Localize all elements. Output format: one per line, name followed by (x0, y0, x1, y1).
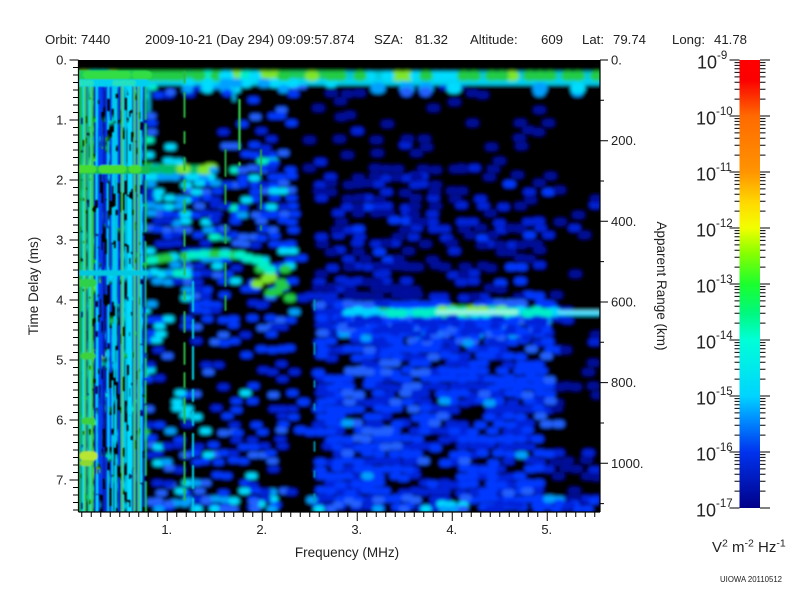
svg-text:10: 10 (696, 109, 716, 129)
svg-text:7.: 7. (56, 473, 67, 488)
svg-text:5.: 5. (541, 522, 552, 537)
svg-text:4.: 4. (446, 522, 457, 537)
svg-text:-12: -12 (716, 218, 733, 230)
svg-text:-11: -11 (716, 162, 732, 174)
svg-text:10: 10 (696, 501, 716, 521)
svg-text:10: 10 (696, 165, 716, 185)
svg-text:10: 10 (696, 333, 716, 353)
svg-text:0.: 0. (611, 53, 622, 68)
svg-text:4.: 4. (56, 293, 67, 308)
svg-text:800.: 800. (611, 375, 636, 390)
svg-text:5.: 5. (56, 353, 67, 368)
svg-text:-9: -9 (717, 50, 727, 62)
svg-text:6.: 6. (56, 413, 67, 428)
svg-text:10: 10 (696, 221, 716, 241)
svg-text:UIOWA 20110512: UIOWA 20110512 (720, 575, 782, 584)
svg-text:10: 10 (696, 277, 716, 297)
svg-text:Time Delay (ms): Time Delay (ms) (26, 237, 41, 336)
svg-text:-13: -13 (716, 274, 733, 286)
svg-text:2.: 2. (56, 173, 67, 188)
svg-text:3.: 3. (56, 233, 67, 248)
svg-text:10: 10 (696, 445, 716, 465)
svg-text:1.: 1. (161, 522, 172, 537)
svg-text:-17: -17 (716, 498, 733, 510)
svg-text:3.: 3. (351, 522, 362, 537)
svg-text:V2 m-2 Hz-1: V2 m-2 Hz-1 (712, 538, 786, 557)
svg-text:1000.: 1000. (611, 456, 644, 471)
svg-text:1.: 1. (56, 113, 67, 128)
svg-text:Apparent Range (km): Apparent Range (km) (654, 221, 669, 350)
svg-text:200.: 200. (611, 133, 636, 148)
svg-text:400.: 400. (611, 214, 636, 229)
svg-text:0.: 0. (56, 53, 67, 68)
svg-text:10: 10 (697, 53, 717, 73)
svg-text:-15: -15 (716, 386, 733, 398)
svg-text:-10: -10 (716, 106, 733, 118)
svg-text:-16: -16 (716, 442, 733, 454)
svg-text:600.: 600. (611, 294, 636, 309)
svg-text:10: 10 (696, 389, 716, 409)
svg-text:-14: -14 (716, 330, 733, 342)
svg-text:Frequency (MHz): Frequency (MHz) (295, 545, 399, 560)
svg-text:2.: 2. (256, 522, 267, 537)
